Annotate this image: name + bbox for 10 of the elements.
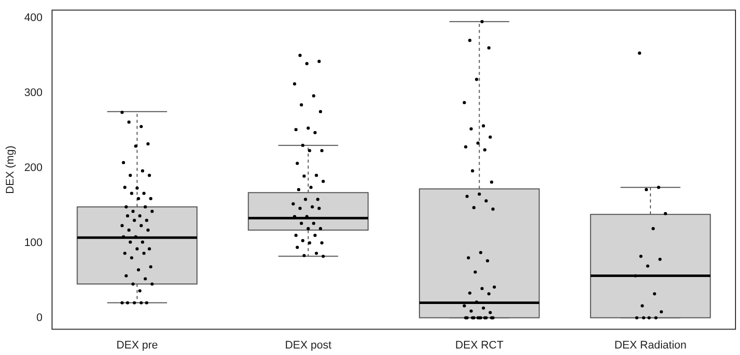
x-tick-label: DEX RCT [455, 339, 504, 352]
y-tick-label: 100 [24, 236, 43, 249]
x-tick-label: DEX post [284, 339, 332, 352]
y-tick-label: 300 [24, 86, 43, 99]
x-tick-label: DEX Radiation [614, 339, 687, 352]
y-tick-label: 400 [24, 12, 43, 24]
y-tick-label: 0 [36, 312, 43, 324]
x-tick-label: DEX pre [116, 339, 158, 352]
y-tick-label: 200 [24, 162, 43, 174]
y-axis-title: DEX (mg) [4, 146, 17, 194]
